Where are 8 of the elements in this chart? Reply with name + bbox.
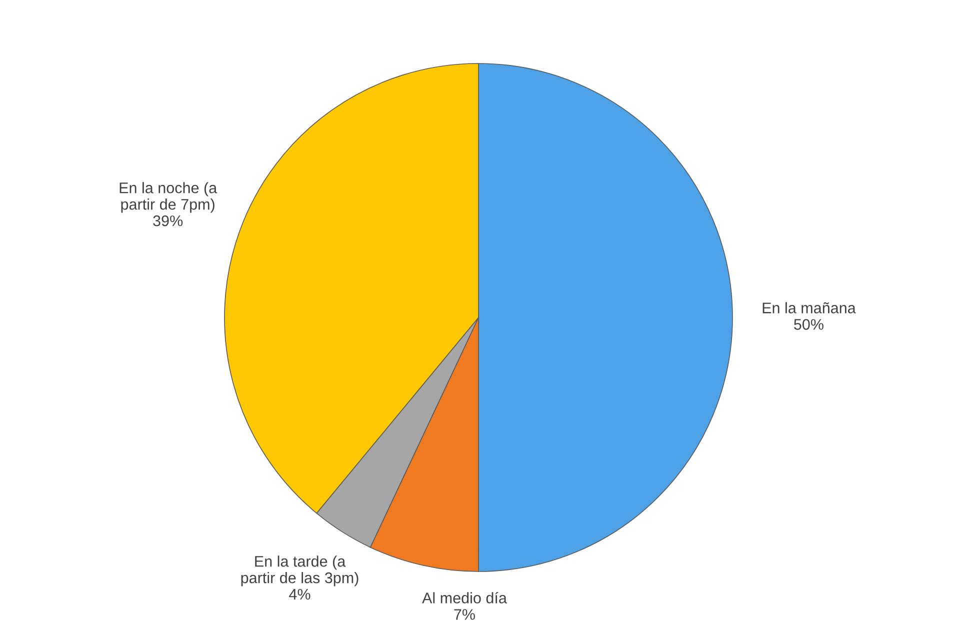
slice-label: En la mañana (762, 302, 856, 314)
slice-label: En la tarde (a partir de las 3pm) (241, 556, 358, 586)
data-label: 7% (454, 609, 475, 620)
data-label: 4% (289, 588, 310, 600)
slice-label: Al medio día (422, 592, 507, 604)
data-label: 50% (794, 319, 824, 330)
slice-label: En la noche (a partir de 7pm) (120, 182, 218, 213)
data-label: 39% (153, 215, 183, 226)
